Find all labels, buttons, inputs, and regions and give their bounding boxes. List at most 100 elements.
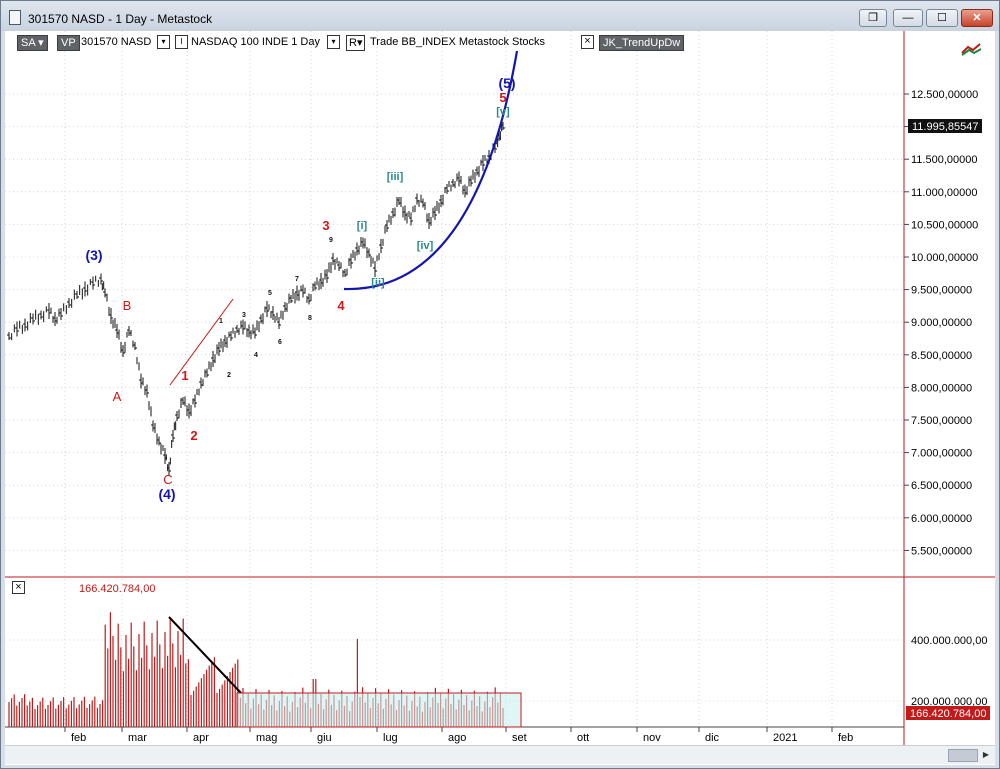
maximize-icon: ☐ (937, 12, 947, 24)
last-price-tag (908, 119, 982, 133)
wave-label-minor: 7 (295, 276, 299, 283)
price-tick-label: 6.500,00000 (911, 480, 972, 492)
price-tick-label: 9.000,00000 (911, 317, 972, 329)
trade-info: Trade BB_INDEX Metastock Stocks (370, 36, 546, 48)
wave-label-c: C (163, 472, 172, 487)
maximize-button[interactable]: ☐ (926, 9, 958, 27)
title-bar: 301570 NASD - 1 Day - Metastock ❐ — ☐ ✕ (1, 1, 999, 31)
last-volume-label: 166.420.784,00 (910, 708, 986, 720)
price-bars (7, 121, 505, 476)
window-title: 301570 NASD - 1 Day - Metastock (28, 12, 213, 26)
price-tick-label: 7.000,00000 (911, 448, 972, 460)
chart-area[interactable]: 12.500,0000012.000,0000011.500,0000011.0… (5, 31, 995, 765)
sa-button[interactable]: SA ▾ (17, 35, 48, 51)
r-button[interactable]: R▾ (346, 35, 366, 51)
price-tick-label: 12.500,00000 (911, 89, 978, 101)
time-tick-label: mag (256, 732, 277, 744)
scroll-thumb[interactable] (948, 749, 978, 762)
horizontal-scrollbar[interactable]: ▶ (5, 745, 995, 764)
wave-label-minor: 1 (219, 318, 223, 325)
price-tick-label: 7.500,00000 (911, 415, 972, 427)
vp-button[interactable]: VP (57, 35, 80, 51)
period-dropdown-icon[interactable]: ▾ (327, 35, 340, 49)
symbol-dropdown-icon[interactable]: ▾ (157, 35, 170, 49)
volume-top-value: 166.420.784,00 (79, 583, 155, 595)
volume-tick-label: 200.000.000,00 (911, 696, 987, 708)
wave-label-minute-ii: [ii] (371, 277, 385, 289)
last-volume-tag (906, 706, 990, 720)
wave-label-minor: 4 (254, 352, 258, 359)
price-tick-label: 11.500,00000 (911, 154, 977, 166)
trend-arrows-icon[interactable] (960, 41, 984, 57)
time-tick-label: lug (383, 732, 398, 744)
blue-curve[interactable] (343, 50, 519, 291)
volume-axis: 400.000.000,00 200.000.000,00 (911, 635, 987, 708)
wave-label-minor: 9 (329, 237, 333, 244)
price-tick-label: 8.500,00000 (911, 350, 972, 362)
minimize-icon: — (902, 12, 914, 24)
wave-label-minute-iv: [iv] (417, 240, 434, 252)
time-tick-label: 2021 (773, 732, 797, 744)
time-tick-label: ott (577, 732, 589, 744)
volume-box[interactable] (236, 692, 522, 728)
sa-label: SA (21, 37, 36, 49)
red-trendline[interactable] (169, 298, 234, 386)
wave-label-minor: 2 (227, 372, 231, 379)
time-tick-label: giu (317, 732, 332, 744)
wave-label-minor: 6 (278, 339, 282, 346)
chart-toolbar: SA ▾ VP 301570 NASD ▾ I NASDAQ 100 INDE … (5, 31, 995, 56)
last-price-label: 11.995,85547 (912, 121, 978, 133)
volume-pane-close-icon[interactable]: × (12, 581, 25, 594)
wave-label-minute-i: [i] (357, 220, 368, 232)
chart-canvas[interactable]: 12.500,0000012.000,0000011.500,0000011.0… (5, 31, 995, 745)
wave-label-primary-3: (3) (85, 247, 102, 263)
time-tick-label: dic (705, 732, 720, 744)
price-tick-label: 6.000,00000 (911, 513, 972, 525)
r-dropdown-icon: ▾ (356, 37, 363, 49)
wave-label-4: 4 (337, 298, 345, 313)
time-tick-label: set (512, 732, 527, 744)
wave-label-2: 2 (190, 428, 197, 443)
close-button[interactable]: ✕ (961, 9, 993, 27)
time-tick-label: mar (128, 732, 147, 744)
wave-labels: (3) (4) (5) A B C 1 2 3 4 5 2 3 4 5 6 7 8 9 1 [i] [ii] [iii] [i… (85, 75, 515, 502)
wave-label-3: 3 (322, 218, 329, 233)
indicator-close-icon[interactable]: × (581, 35, 594, 49)
price-axis: 12.500,0000012.000,0000011.500,0000011.0… (904, 89, 978, 557)
price-tick-label: 8.000,00000 (911, 382, 972, 394)
minimize-button[interactable]: — (893, 9, 923, 27)
close-icon: ✕ (972, 12, 982, 24)
price-tick-label: 10.000,00000 (911, 252, 978, 264)
price-tick-label: 5.500,00000 (911, 545, 972, 557)
time-tick-label: nov (643, 732, 661, 744)
wave-label-minor: 5 (268, 290, 272, 297)
wave-label-minor: 3 (242, 312, 246, 319)
sa-dropdown-icon: ▾ (38, 37, 44, 49)
wave-label-primary-4: (4) (158, 486, 175, 502)
drawings (168, 50, 522, 728)
wave-label-1: 1 (181, 368, 188, 383)
wave-label-primary-5: (5) (498, 75, 515, 91)
wave-label-5: 5 (499, 90, 506, 105)
wave-label-b: B (123, 298, 132, 313)
wave-label-minute-iii: [iii] (387, 171, 404, 183)
restore-document-button[interactable]: ❐ (859, 9, 887, 27)
document-icon (9, 10, 21, 25)
restore-doc-icon: ❐ (868, 12, 878, 24)
period-label: NASDAQ 100 INDE 1 Day (191, 36, 320, 48)
indicator-label[interactable]: JK_TrendUpDw (599, 35, 685, 51)
volume-trendline[interactable] (168, 616, 242, 694)
symbol-label: 301570 NASD (81, 36, 152, 48)
time-tick-label: apr (193, 732, 209, 744)
r-label: R (349, 37, 357, 49)
price-tick-label: 11.000,00000 (911, 187, 977, 199)
volume-tick-label: 400.000.000,00 (911, 635, 987, 647)
wave-label-minor: 8 (308, 315, 312, 322)
price-tick-label: 10.500,00000 (911, 219, 978, 231)
time-axis: feb mar apr mag giu lug ago set ott nov dic 2021 feb (64, 727, 853, 744)
period-menu-icon[interactable]: I (175, 35, 188, 49)
vp-label: VP (61, 37, 76, 49)
time-tick-label: feb (838, 732, 853, 744)
scroll-right-arrow-icon[interactable]: ▶ (982, 750, 990, 759)
